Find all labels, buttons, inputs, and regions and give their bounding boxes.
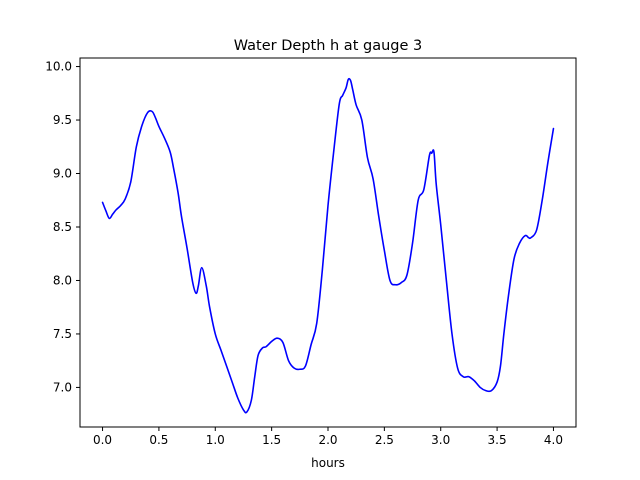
x-tick-label: 1.5 (262, 433, 281, 447)
x-axis-label: hours (311, 456, 345, 470)
y-axis: 7.0 7.5 8.0 8.5 9.0 9.5 10.0 (45, 60, 80, 394)
x-tick-label: 2.0 (318, 433, 337, 447)
x-axis: 0.0 0.5 1.0 1.5 2.0 2.5 3.0 3.5 4.0 (93, 427, 563, 447)
x-tick-label: 3.0 (431, 433, 450, 447)
y-tick-label: 9.0 (53, 167, 72, 181)
y-tick-label: 8.0 (53, 273, 72, 287)
x-tick-label: 0.5 (149, 433, 168, 447)
y-tick-label: 7.0 (53, 380, 72, 394)
axes-frame (79, 57, 577, 428)
y-tick-label: 8.5 (53, 220, 72, 234)
plot-area (101, 77, 555, 414)
y-tick-label: 9.5 (53, 113, 72, 127)
x-tick-label: 3.5 (488, 433, 507, 447)
x-tick-label: 0.0 (93, 433, 112, 447)
chart-title: Water Depth h at gauge 3 (234, 38, 422, 54)
series-line-water-depth (101, 77, 555, 414)
y-tick-label: 7.5 (53, 327, 72, 341)
x-tick-label: 1.0 (206, 433, 225, 447)
x-tick-label: 4.0 (544, 433, 563, 447)
x-tick-label: 2.5 (375, 433, 394, 447)
y-tick-label: 10.0 (45, 60, 72, 74)
